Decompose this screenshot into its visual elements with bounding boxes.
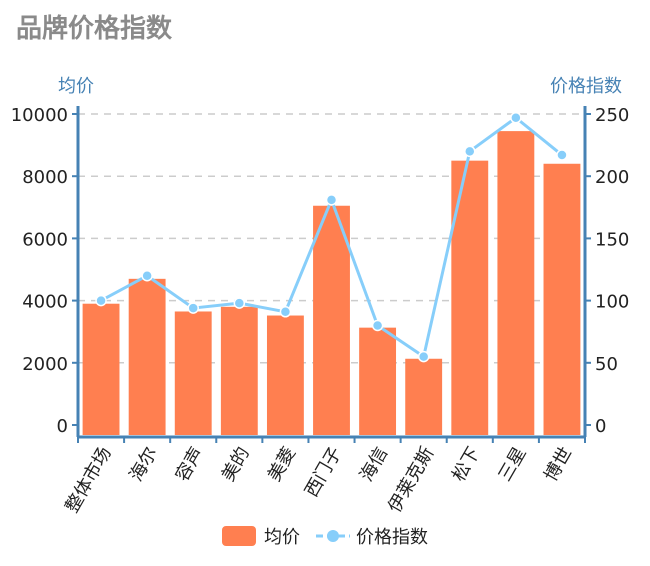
bar-series [82,131,581,436]
legend-line-label[interactable]: 价格指数 [356,527,428,548]
bar[interactable] [128,278,166,435]
x-tick-label: 美菱 [264,444,300,486]
right-tick-label: 150 [595,229,629,250]
bar[interactable] [451,160,489,435]
left-tick-label: 2000 [22,354,68,375]
line-point[interactable] [371,319,384,332]
bar[interactable] [220,306,258,435]
x-tick-label: 整体市场 [62,444,116,517]
legend-line-marker[interactable] [327,530,339,542]
x-tick-label: 三星 [494,444,530,486]
x-tick-label: 海信 [356,444,392,486]
right-tick-label: 0 [595,416,606,437]
x-tick-label: 西门子 [301,444,346,501]
right-tick-label: 50 [595,354,618,375]
legend-bar-swatch[interactable] [222,526,256,546]
left-tick-label: 0 [57,416,68,437]
page-title: 品牌价格指数 [16,14,173,44]
left-tick-label: 4000 [22,292,68,313]
x-tick-label: 容声 [172,444,208,486]
bar[interactable] [266,315,304,435]
line-point[interactable] [233,297,246,309]
bar[interactable] [82,303,120,435]
x-tick-label: 伊莱克斯 [384,444,438,517]
left-tick-label: 8000 [22,167,68,188]
line-point[interactable] [95,294,107,307]
right-tick-label: 200 [595,167,629,188]
bar[interactable] [359,327,397,435]
right-tick-label: 250 [595,105,629,126]
legend: 均价 价格指数 [222,526,428,548]
left-axis-label: 均价 [58,76,94,97]
x-tick-label: 海尔 [126,444,162,486]
line-point[interactable] [417,350,430,363]
bar[interactable] [174,311,212,435]
line-point[interactable] [187,302,199,314]
right-axis-label: 价格指数 [550,76,622,97]
bar[interactable] [543,163,581,435]
x-tick-label: 松下 [448,444,484,486]
line-point[interactable] [510,111,522,124]
axes: 均价 价格指数 [58,76,622,439]
right-tick-label: 100 [595,292,629,313]
line-point[interactable] [325,194,338,206]
line-point[interactable] [464,145,476,158]
bar[interactable] [497,131,535,436]
bar[interactable] [405,358,443,435]
bar[interactable] [313,205,350,435]
line-point[interactable] [141,269,153,282]
left-tick-label: 10000 [11,105,68,126]
line-point[interactable] [279,306,292,318]
legend-bar-label[interactable]: 均价 [264,527,300,548]
line-point[interactable] [556,149,568,161]
left-tick-label: 6000 [22,229,68,250]
x-tick-label: 美的 [218,444,254,486]
line-series [95,111,568,363]
x-tick-label: 博世 [540,444,576,486]
